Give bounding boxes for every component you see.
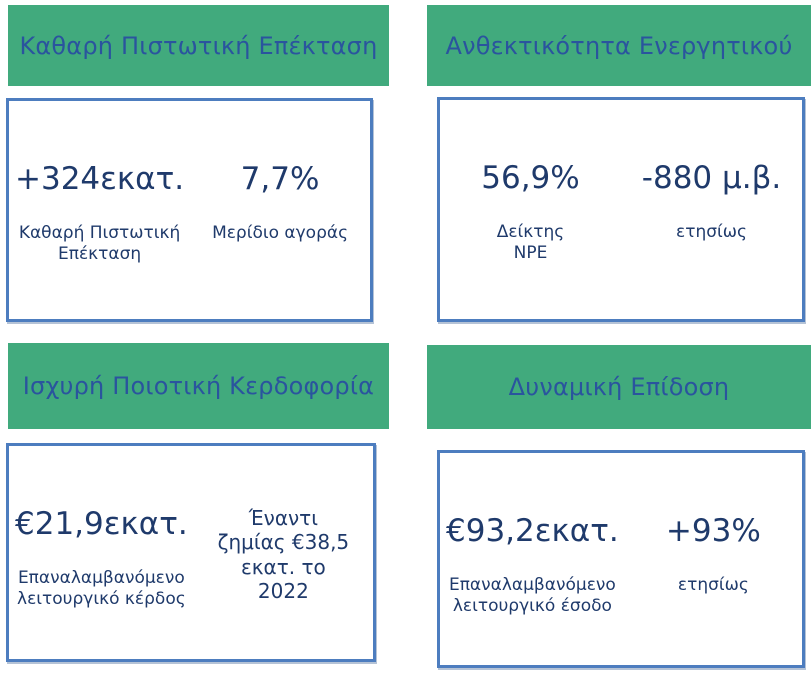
metric-value: €21,9εκατ. — [15, 506, 188, 542]
metric-note: Έναντι ζημίας €38,5 εκατ. το 2022 — [217, 506, 350, 604]
card-banner-quality-profitability: Ισχυρή Ποιοτική Κερδοφορία — [8, 343, 389, 429]
metrics-box-asset-resilience: 56,9% Δείκτης NPE -880 μ.β. ετησίως — [437, 97, 805, 322]
card-title: Καθαρή Πιστωτική Επέκταση — [19, 31, 378, 60]
metric-recurring-operating-income: €93,2εκατ. Επαναλαμβανόμενο λειτουργικό … — [440, 511, 625, 618]
metrics-box-dynamic-performance: €93,2εκατ. Επαναλαμβανόμενο λειτουργικό … — [437, 450, 805, 668]
metric-comparison-note: Έναντι ζημίας €38,5 εκατ. το 2022 — [194, 504, 373, 604]
card-banner-dynamic-performance: Δυναμική Επίδοση — [427, 345, 811, 429]
card-title: Ισχυρή Ποιοτική Κερδοφορία — [22, 372, 375, 400]
metric-value: +324εκατ. — [15, 161, 185, 197]
metrics-box-quality-profitability: €21,9εκατ. Επαναλαμβανόμενο λειτουργικό … — [6, 443, 376, 662]
metric-value: -880 μ.β. — [641, 160, 782, 196]
card-title: Ανθεκτικότητα Ενεργητικού — [445, 31, 793, 60]
card-banner-net-credit-expansion: Καθαρή Πιστωτική Επέκταση — [8, 5, 389, 86]
metric-value: +93% — [665, 513, 761, 549]
metric-label: Καθαρή Πιστωτική Επέκταση — [18, 223, 181, 265]
metric-income-annual-change: +93% ετησίως — [625, 511, 802, 596]
metric-recurring-operating-profit: €21,9εκατ. Επαναλαμβανόμενο λειτουργικό … — [9, 504, 194, 611]
metric-value: €93,2εκατ. — [446, 513, 619, 549]
metric-market-share: 7,7% Μερίδιο αγοράς — [190, 159, 370, 244]
metric-label: Δείκτης NPE — [496, 222, 565, 264]
metric-npe-ratio: 56,9% Δείκτης NPE — [440, 158, 621, 265]
metrics-box-net-credit-expansion: +324εκατ. Καθαρή Πιστωτική Επέκταση 7,7%… — [6, 98, 373, 322]
metric-label: ετησίως — [677, 575, 749, 595]
metric-label: Επαναλαμβανόμενο λειτουργικό κέρδος — [17, 568, 186, 610]
metric-label: ετησίως — [676, 222, 747, 242]
metric-value: 56,9% — [481, 160, 580, 196]
metric-npe-annual-change: -880 μ.β. ετησίως — [621, 158, 802, 243]
metric-label: Επαναλαμβανόμενο λειτουργικό έσοδο — [448, 575, 616, 617]
card-title: Δυναμική Επίδοση — [508, 373, 730, 401]
metric-label: Μερίδιο αγοράς — [212, 223, 349, 243]
metric-value: 7,7% — [240, 161, 320, 197]
card-banner-asset-resilience: Ανθεκτικότητα Ενεργητικού — [427, 5, 811, 86]
metric-net-credit-expansion: +324εκατ. Καθαρή Πιστωτική Επέκταση — [9, 159, 190, 266]
